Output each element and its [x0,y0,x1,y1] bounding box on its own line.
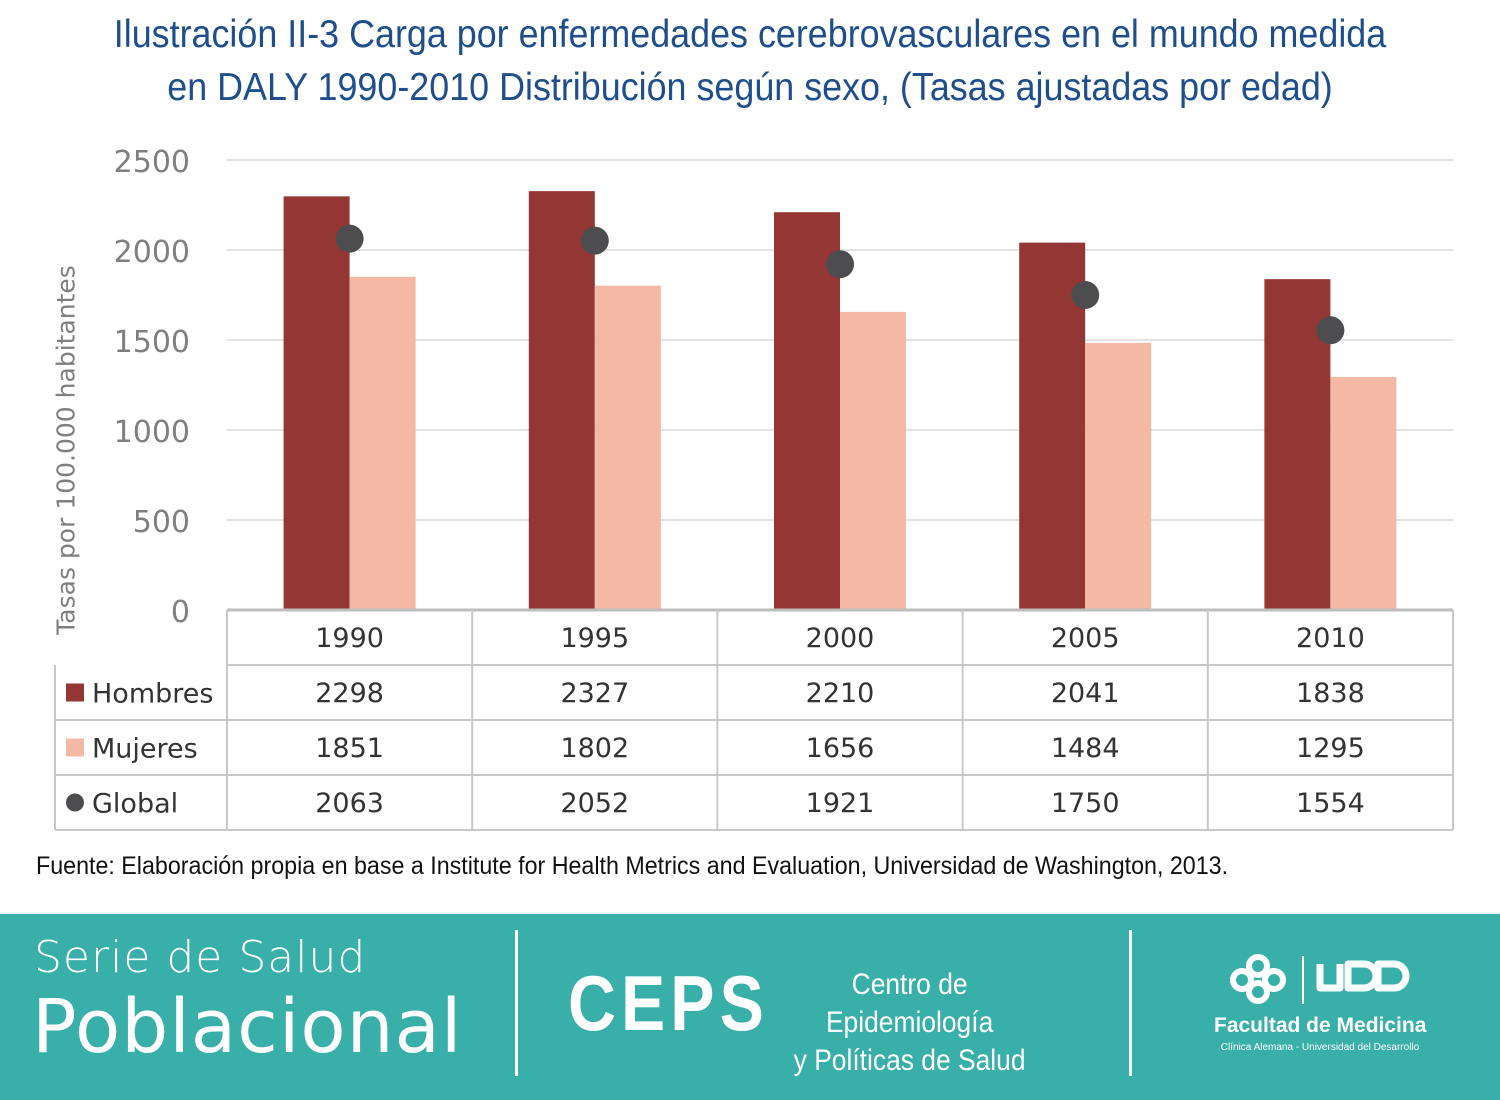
facultad-name: Facultad de Medicina [1214,1014,1427,1037]
data-label: 1921 [806,788,875,819]
x-tick-label: 1995 [560,623,629,654]
legend-label: Global [92,789,178,820]
marker-global [1316,316,1345,345]
bar-mujeres [594,285,661,610]
y-tick-label: 500 [133,505,190,540]
data-label: 1750 [1051,788,1120,819]
chart-title-line-1: Ilustración II-3 Carga por enfermedades … [113,13,1387,56]
bar-mujeres [1330,376,1397,610]
marker-global [1071,281,1100,309]
legend-swatch-global [66,793,84,812]
marker-global [335,224,364,253]
footer-divider [515,930,518,1076]
clinica-name: Clínica Alemana - Universidad del Desarr… [1220,1042,1420,1053]
data-label: 1838 [1296,678,1365,709]
data-label: 2298 [315,678,384,709]
bar-hombres [528,191,595,610]
bar-hombres [283,196,350,611]
data-label: 2063 [315,788,384,819]
x-tick-label: 2000 [806,623,875,654]
ceps-logo-text: CEPS [568,959,769,1047]
data-label: 1554 [1296,788,1365,819]
data-label: 2210 [806,678,875,709]
x-tick-label: 1990 [315,623,384,654]
data-label: 1484 [1051,733,1120,764]
chart-title: Ilustración II-3 Carga por enfermedades … [60,8,1440,114]
data-label: 2052 [560,788,629,819]
x-tick-label: 2010 [1296,623,1365,654]
bar-mujeres [840,311,906,610]
centro-name-line-1: Centro de Epidemiología [825,968,994,1039]
data-label: 2041 [1051,678,1120,709]
chart-title-line-2: en DALY 1990-2010 Distribución según sex… [167,66,1333,109]
y-tick-label: 1000 [114,415,190,450]
bar-mujeres [1085,342,1152,610]
series-name-line-2: Poblacional [32,984,463,1070]
legend-swatch-hombres [66,683,84,702]
bar-hombres [774,212,840,610]
bar-mujeres [349,276,416,610]
data-label: 1851 [315,733,384,764]
legend-label: Mujeres [92,734,198,765]
footer-divider [1129,930,1132,1076]
y-tick-label: 2500 [114,145,190,180]
y-axis-label: Tasas por 100.000 habitantes [51,265,81,635]
x-tick-label: 2005 [1051,623,1120,654]
source-note: Fuente: Elaboración propia en base a Ins… [36,852,1229,880]
chart: 0 500 1000 1500 2000 2500 1990 2298 1851 2063 1995… [54,145,1454,831]
y-tick-label: 2000 [114,235,190,270]
data-label: 1802 [560,733,629,764]
legend-label: Hombres [92,679,213,710]
data-label: 1295 [1296,733,1365,764]
bar-hombres [1019,242,1086,610]
marker-global [826,250,854,279]
legend-swatch-mujeres [66,738,84,757]
y-tick-label: 1500 [114,325,190,360]
footer-banner: Serie de Salud Poblacional CEPS Centro d… [0,914,1500,1100]
udd-logo-icon [1230,954,1410,1004]
data-label: 2327 [560,678,629,709]
series-name-line-1: Serie de Salud [34,932,367,983]
centro-name-line-2: y Políticas de Salud [793,1044,1026,1077]
y-tick-label: 0 [171,595,190,630]
marker-global [580,226,609,255]
centro-name: Centro de Epidemiología y Políticas de S… [782,966,1037,1080]
data-label: 1656 [806,733,875,764]
